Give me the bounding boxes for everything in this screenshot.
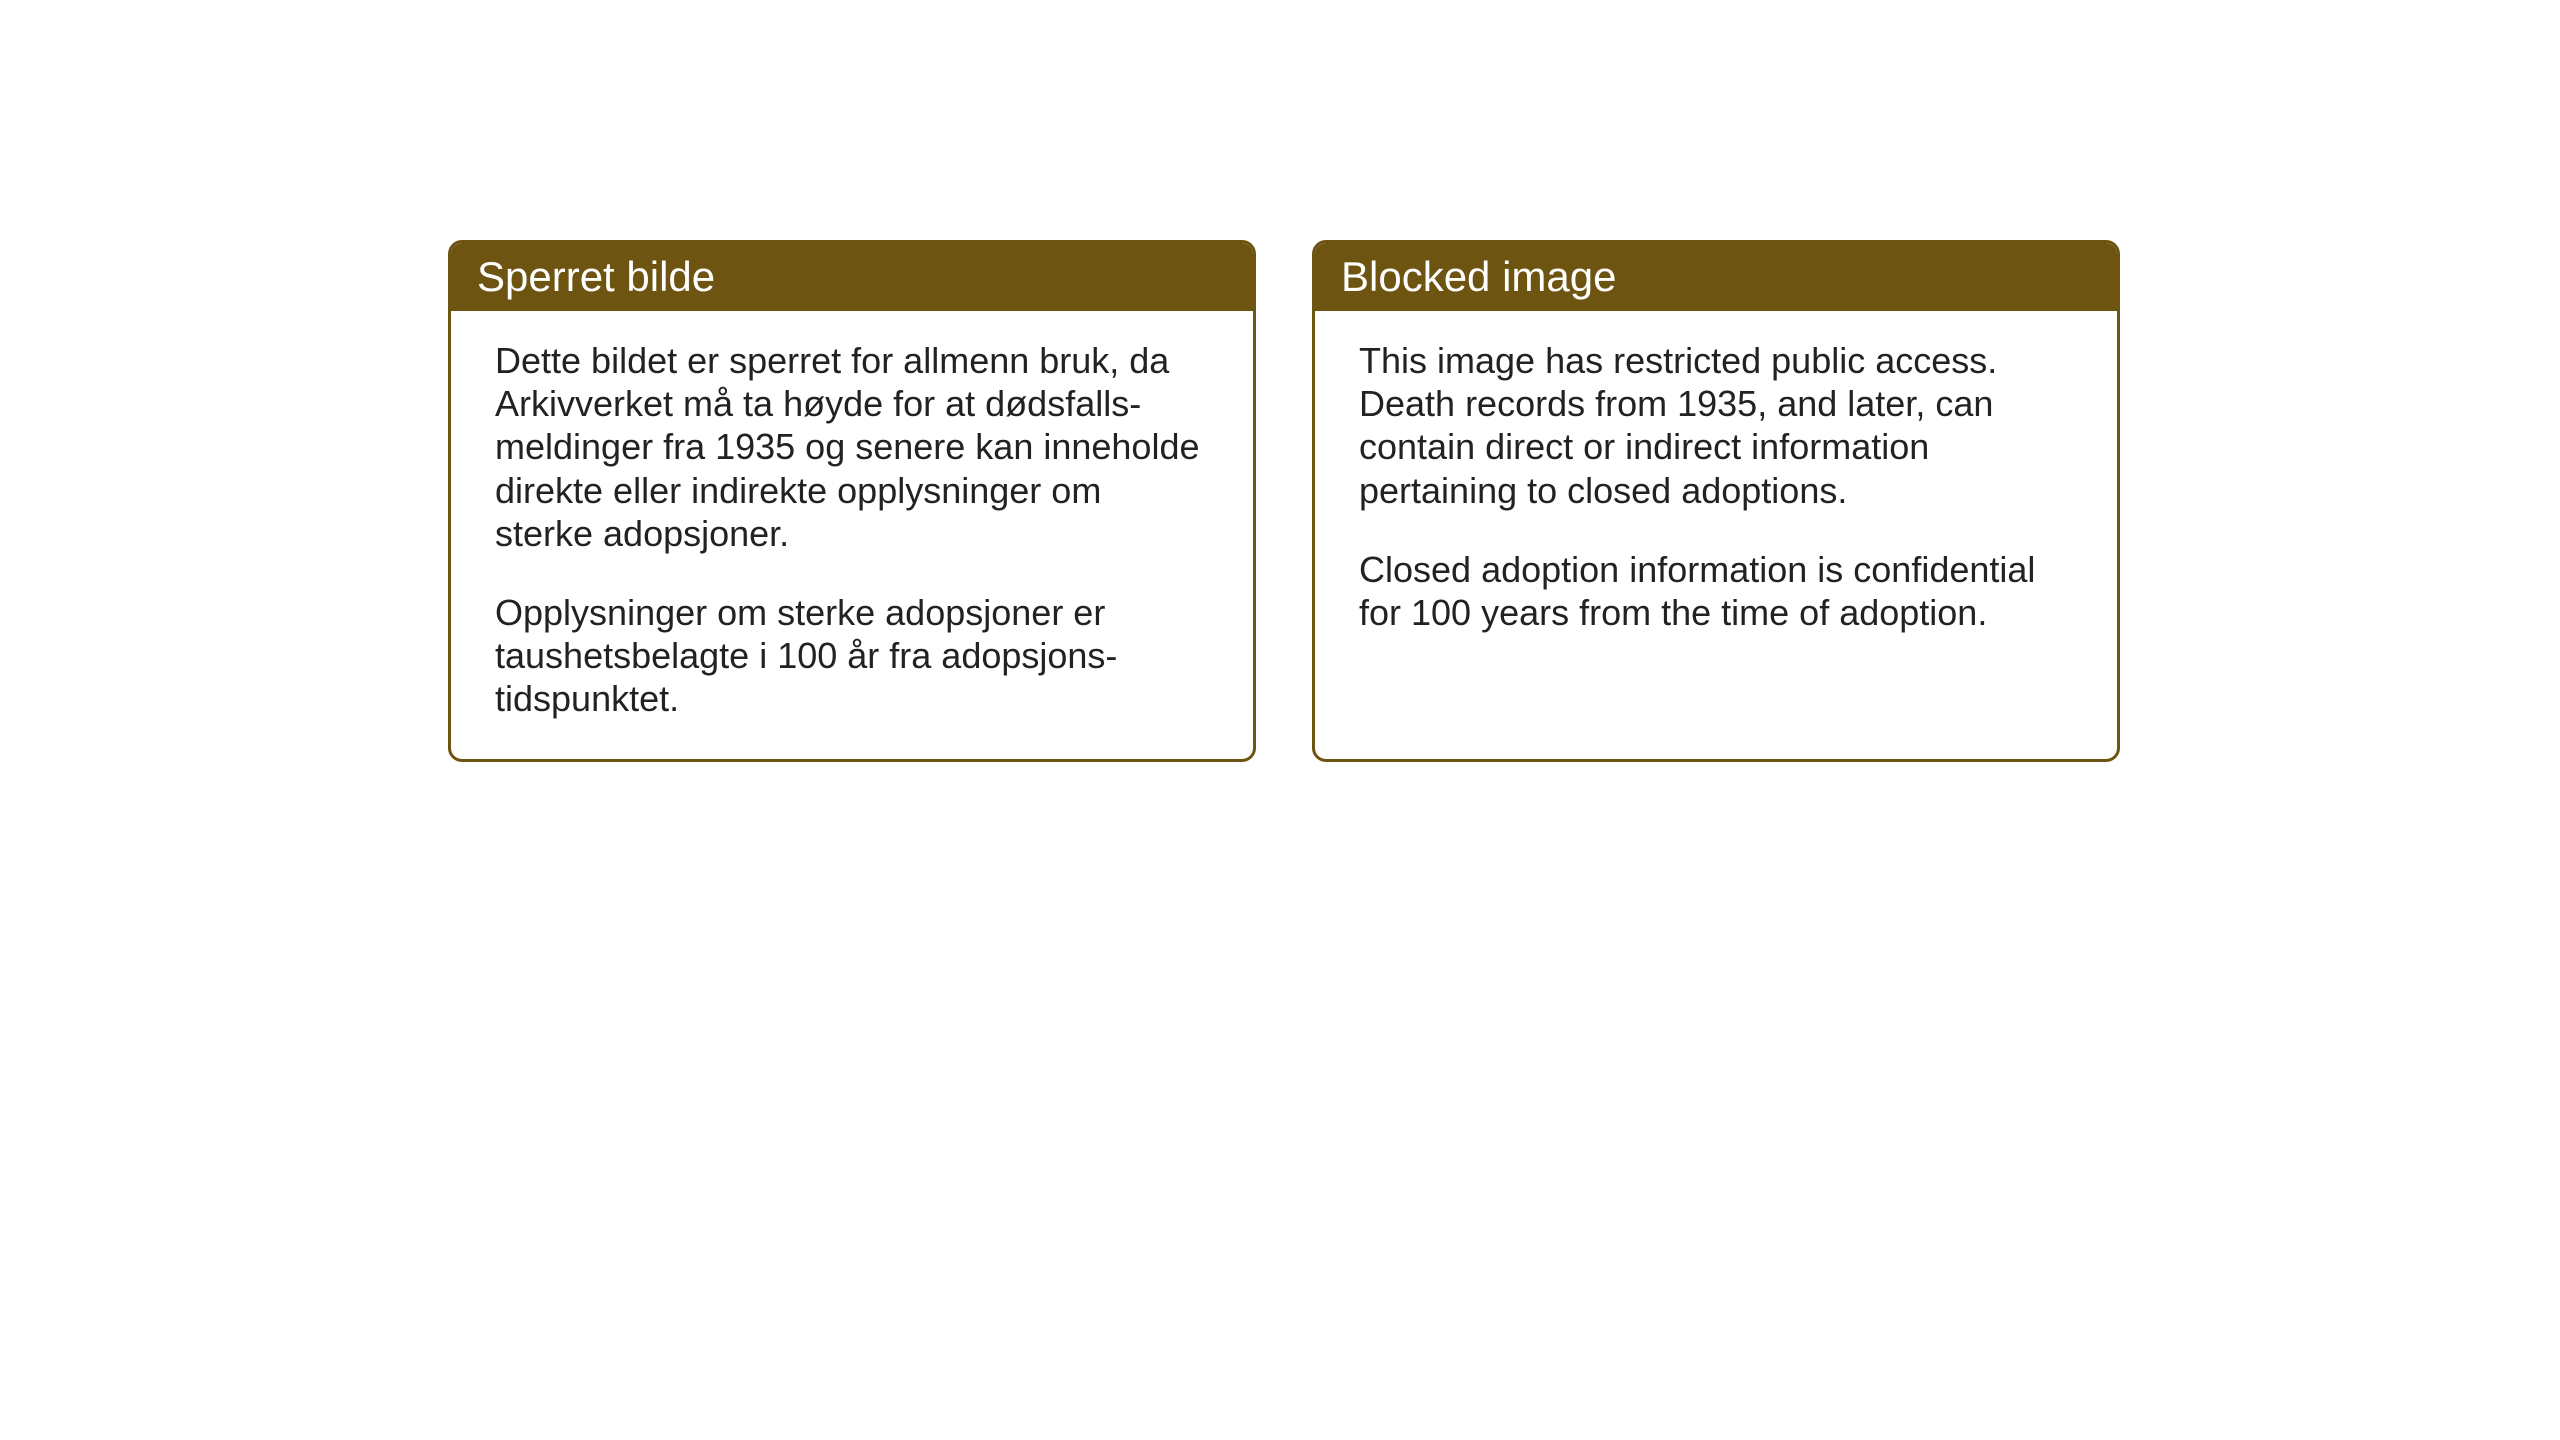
notice-paragraph-1-norwegian: Dette bildet er sperret for allmenn bruk… — [495, 339, 1209, 555]
notice-container: Sperret bilde Dette bildet er sperret fo… — [448, 240, 2120, 762]
notice-paragraph-2-english: Closed adoption information is confident… — [1359, 548, 2073, 634]
notice-body-english: This image has restricted public access.… — [1315, 311, 2117, 672]
notice-body-norwegian: Dette bildet er sperret for allmenn bruk… — [451, 311, 1253, 759]
notice-box-english: Blocked image This image has restricted … — [1312, 240, 2120, 762]
notice-paragraph-1-english: This image has restricted public access.… — [1359, 339, 2073, 512]
notice-box-norwegian: Sperret bilde Dette bildet er sperret fo… — [448, 240, 1256, 762]
notice-header-norwegian: Sperret bilde — [451, 243, 1253, 311]
notice-title-norwegian: Sperret bilde — [477, 253, 715, 300]
notice-paragraph-2-norwegian: Opplysninger om sterke adopsjoner er tau… — [495, 591, 1209, 721]
notice-header-english: Blocked image — [1315, 243, 2117, 311]
notice-title-english: Blocked image — [1341, 253, 1616, 300]
